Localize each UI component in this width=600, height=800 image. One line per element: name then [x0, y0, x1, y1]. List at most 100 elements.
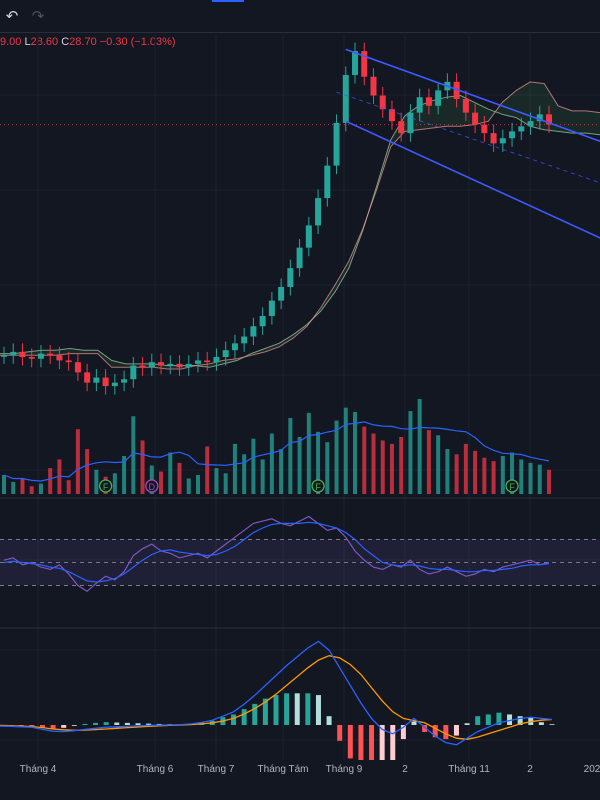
- candle: [407, 112, 414, 134]
- candle: [10, 351, 17, 356]
- redo-icon[interactable]: ↷: [31, 8, 45, 25]
- macd-signal-line: [0, 655, 553, 740]
- macd-histogram-bar: [231, 714, 237, 725]
- volume-bar: [500, 456, 505, 494]
- candle: [204, 360, 211, 363]
- volume-bar: [20, 478, 25, 494]
- volume-bar: [445, 449, 450, 494]
- candle: [527, 121, 534, 127]
- event-marker: F: [505, 479, 519, 493]
- volume-bar: [279, 449, 284, 494]
- x-tick-label: 2: [527, 764, 533, 775]
- candle: [130, 365, 137, 380]
- undo-icon[interactable]: ↶: [5, 8, 19, 25]
- volume-bar: [482, 457, 487, 494]
- macd-histogram-bar: [156, 723, 162, 725]
- macd-histogram-bar: [262, 698, 268, 725]
- low-value: 28.60: [30, 36, 59, 48]
- volume-bar: [131, 416, 136, 494]
- event-marker-label: F: [509, 482, 515, 492]
- candle: [287, 268, 294, 287]
- rsi-line: [3, 515, 550, 593]
- top-toolbar: ↶ ↷: [0, 0, 600, 33]
- x-tick-label: Tháng 11: [448, 764, 490, 775]
- candle: [296, 247, 303, 269]
- macd-histogram-bar: [315, 695, 321, 725]
- macd-histogram-bar: [496, 712, 502, 725]
- volume-bar: [528, 462, 533, 494]
- candle: [84, 372, 91, 383]
- ichimoku-span-a: [0, 94, 600, 368]
- candle: [19, 351, 26, 358]
- macd-histogram-bar: [61, 725, 67, 728]
- candle: [305, 225, 312, 248]
- candle: [536, 114, 543, 122]
- volume-bar: [362, 426, 367, 494]
- macd-histogram-bar: [538, 722, 544, 725]
- low-label: L: [24, 36, 31, 48]
- volume-bar: [85, 449, 90, 494]
- volume-bar: [122, 456, 127, 494]
- volume-bar: [417, 399, 422, 494]
- x-tick-label: Tháng Tám: [257, 764, 309, 775]
- volume-bar: [57, 459, 62, 494]
- candle: [47, 353, 54, 356]
- candle: [416, 97, 423, 113]
- macd-histogram-bar: [507, 714, 513, 725]
- macd-histogram-bar: [422, 725, 428, 733]
- macd-histogram-bar: [103, 722, 109, 725]
- volume-bar: [306, 412, 311, 494]
- volume-bar: [334, 420, 339, 494]
- volume-bar: [168, 452, 173, 494]
- macd-histogram-bar: [400, 725, 406, 740]
- event-marker: D: [145, 479, 159, 493]
- close-value: 28.70: [69, 36, 97, 48]
- candle: [185, 363, 192, 368]
- volume-bar: [408, 411, 413, 494]
- volume-bar: [75, 429, 80, 494]
- channel-midline: [336, 91, 600, 184]
- x-tick-label: Tháng 7: [197, 764, 235, 775]
- macd-histogram-bar: [326, 716, 332, 725]
- macd-histogram-bar: [252, 703, 258, 725]
- candle: [388, 109, 395, 122]
- volume-bar: [159, 471, 164, 494]
- event-marker: F: [311, 479, 325, 493]
- event-marker-label: D: [149, 482, 156, 492]
- candle: [93, 377, 100, 383]
- macd-histogram-bar: [241, 709, 247, 725]
- macd-histogram-bar: [347, 725, 353, 759]
- macd-histogram-bar: [475, 716, 481, 725]
- candle: [167, 363, 174, 366]
- macd-histogram-bar: [369, 725, 375, 760]
- volume-bar: [491, 461, 496, 494]
- candle: [37, 353, 44, 359]
- volume-bar: [380, 440, 385, 494]
- channel-lower-line: [345, 120, 600, 239]
- volume-bar: [343, 407, 348, 494]
- volume-bar: [473, 450, 478, 494]
- volume-bar: [94, 469, 99, 494]
- candle: [139, 365, 146, 368]
- macd-line: [0, 640, 553, 746]
- candle: [250, 326, 257, 337]
- candle: [158, 362, 165, 366]
- candle: [509, 131, 516, 139]
- candle: [241, 336, 248, 344]
- channel-upper-line: [345, 48, 600, 143]
- change-value: −0.30 (−1.03%): [99, 36, 176, 48]
- macd-histogram-bar: [305, 693, 311, 725]
- volume-bar: [288, 418, 293, 494]
- macd-histogram-bar: [337, 725, 343, 741]
- candle: [268, 300, 275, 316]
- candle: [499, 138, 506, 144]
- volume-bar: [436, 435, 441, 494]
- candle: [453, 81, 460, 99]
- candle: [379, 95, 386, 110]
- volume-bar: [11, 481, 16, 494]
- candle: [546, 114, 552, 125]
- close-label: C: [61, 36, 70, 48]
- candle: [361, 51, 368, 77]
- volume-bar: [251, 438, 256, 494]
